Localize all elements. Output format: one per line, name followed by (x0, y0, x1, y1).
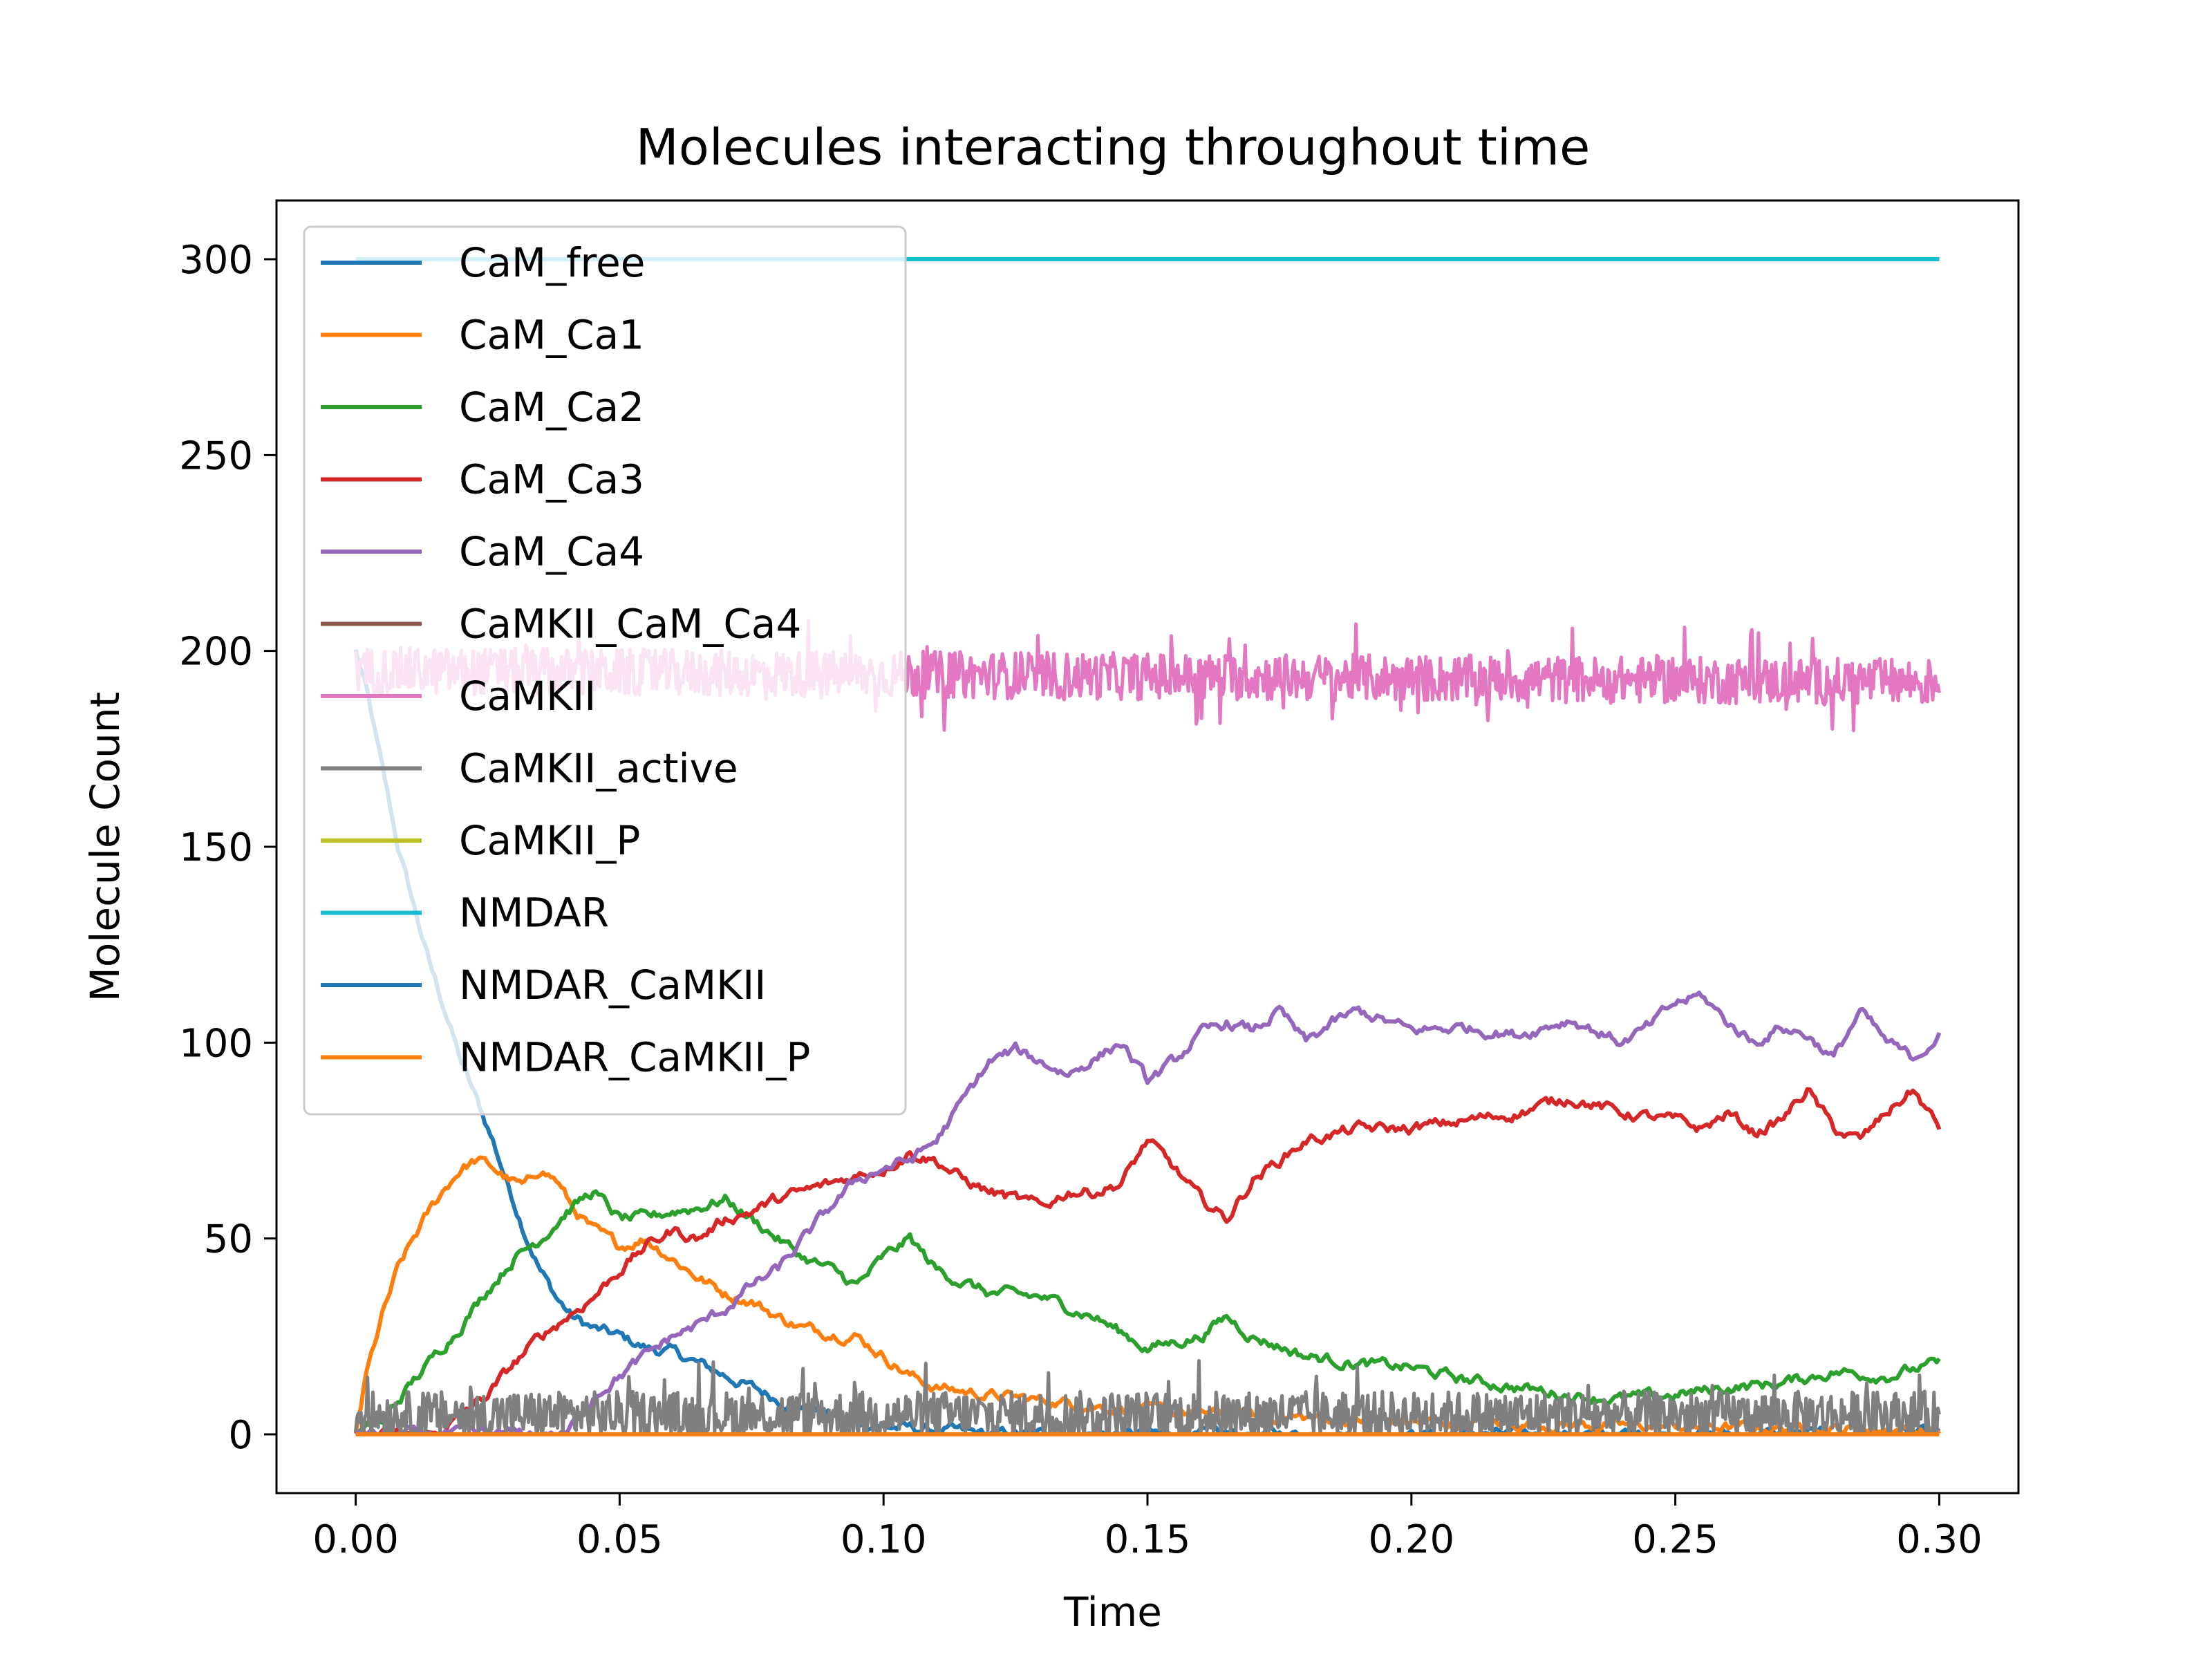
series-line-camkii-active (354, 1359, 1941, 1436)
legend-entry-camkii: CaMKII (459, 673, 596, 720)
legend-entry-cam-ca2: CaM_Ca2 (459, 384, 644, 431)
legend-entry-nmdar-camkii: NMDAR_CaMKII (459, 962, 766, 1009)
series-line-cam-ca3 (354, 1087, 1942, 1436)
x-tick-label: 0.10 (841, 1517, 927, 1562)
x-tick-label: 0.00 (312, 1517, 399, 1562)
y-tick-label: 100 (179, 1021, 253, 1066)
series-line-cam-ca2 (354, 1189, 1941, 1435)
x-axis-label: Time (1063, 1588, 1162, 1635)
legend-entry-cam-ca4: CaM_Ca4 (459, 528, 644, 575)
legend-entry-cam-ca1: CaM_Ca1 (459, 312, 644, 359)
x-tick-label: 0.30 (1896, 1517, 1983, 1562)
x-tick-label: 0.15 (1105, 1517, 1191, 1562)
y-tick-label: 0 (228, 1413, 253, 1458)
x-tick-label: 0.25 (1632, 1517, 1718, 1562)
y-tick-label: 250 (179, 433, 253, 478)
legend-entry-camkii-active: CaMKII_active (459, 745, 738, 792)
y-axis-label: Molecule Count (82, 692, 129, 1002)
y-tick-label: 150 (179, 825, 253, 870)
legend-box (303, 225, 907, 1116)
legend-entry-cam-free: CaM_free (459, 239, 645, 286)
y-tick-label: 300 (179, 238, 253, 283)
y-tick-label: 50 (204, 1217, 253, 1262)
y-tick-label: 200 (179, 630, 253, 675)
chart-title: Molecules interacting throughout time (636, 118, 1591, 176)
legend-entry-cam-ca3: CaM_Ca3 (459, 456, 644, 503)
legend: CaM_free CaM_Ca1 CaM_Ca2 CaM_Ca3 CaM_Ca4 CaMK… (303, 225, 907, 1116)
legend-entry-nmdar-camkii-p: NMDAR_CaMKII_P (459, 1034, 810, 1081)
x-tick-label: 0.05 (577, 1517, 663, 1562)
legend-entry-camkii-p: CaMKII_P (459, 817, 640, 864)
series-line-cam-ca4 (354, 991, 1942, 1436)
legend-entry-camkii-cam-ca4: CaMKII_CaM_Ca4 (459, 601, 801, 648)
x-tick-label: 0.20 (1368, 1517, 1454, 1562)
legend-entry-nmdar: NMDAR (459, 890, 609, 937)
